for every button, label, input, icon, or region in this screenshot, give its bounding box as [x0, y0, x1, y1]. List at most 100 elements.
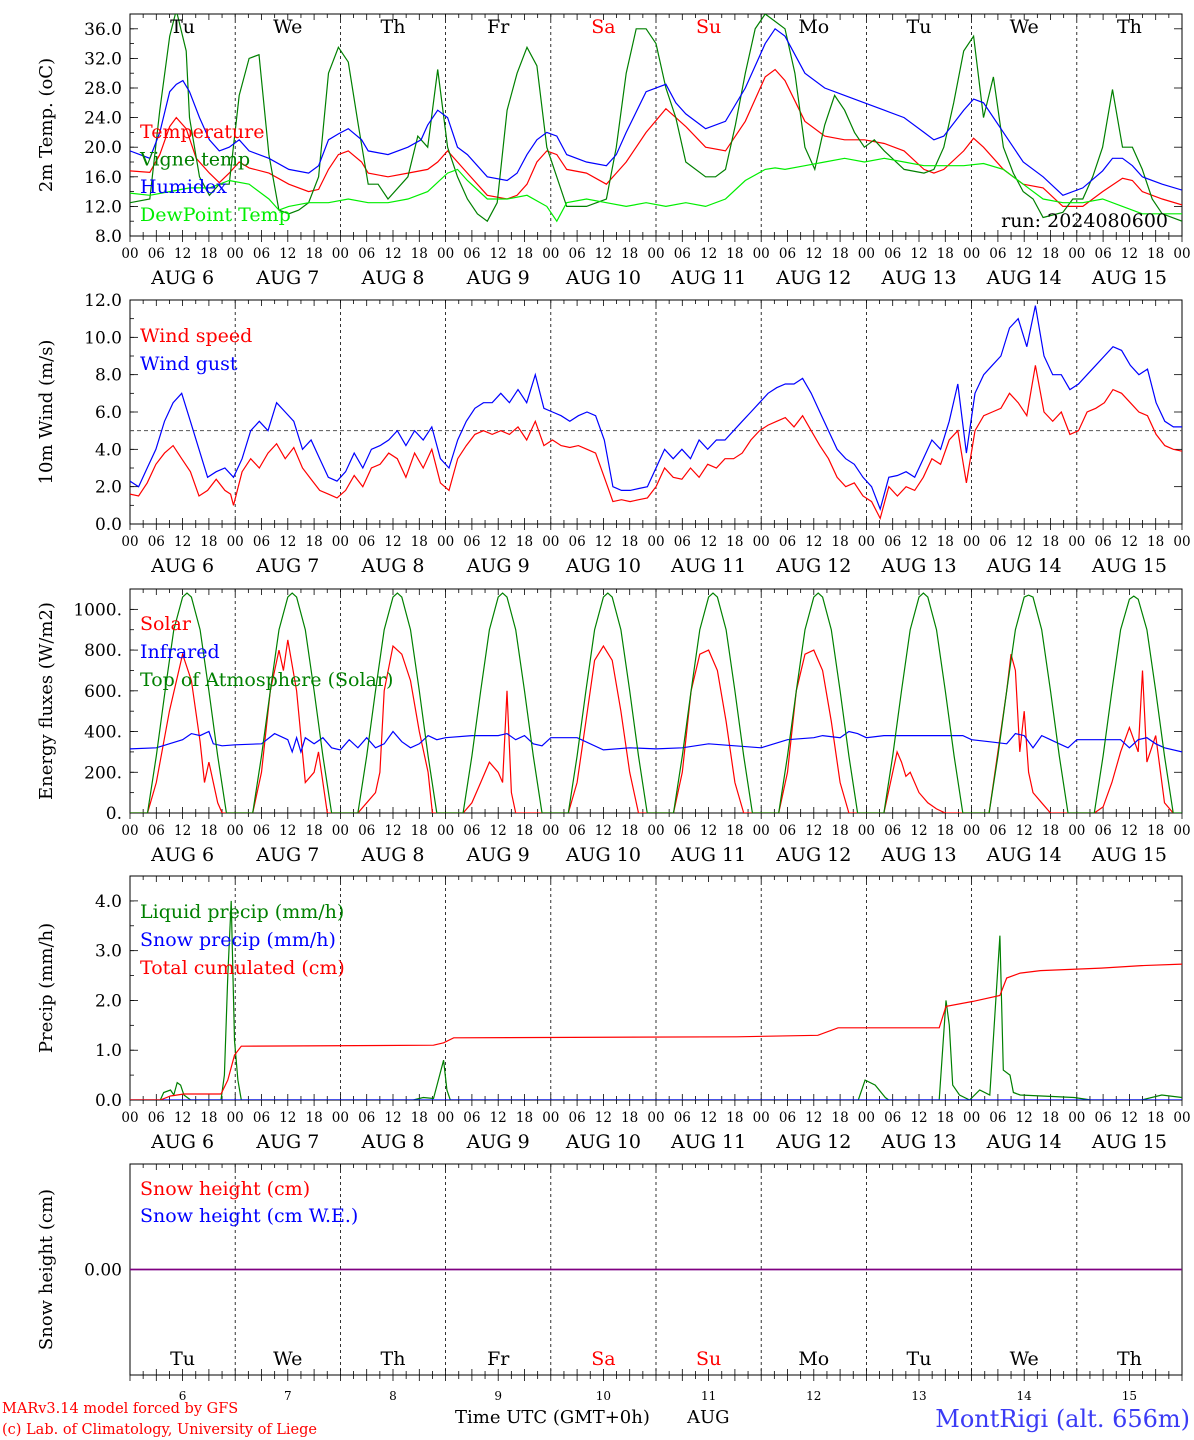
panel-3: 0. 200. 400. 600. 800. 1000. Energy fluxes (W/… [36, 588, 1191, 866]
panel-2: 0.0 2.0 4.0 6.0 8.0 10.0 12.0 10m Wind (m/s) Win… [36, 291, 1191, 577]
y-tick-label: 400. [84, 723, 122, 743]
hour-tick-label: 12 [805, 246, 822, 262]
hour-tick-label: 12 [700, 246, 717, 262]
weekday-label: Tu [907, 16, 932, 38]
hour-tick-label: 12 [174, 823, 191, 839]
hour-tick-label: 18 [937, 823, 954, 839]
y-tick-label: 6.0 [95, 403, 122, 423]
weekday-label: Tu [907, 1348, 932, 1370]
hour-tick-label: 18 [1042, 1110, 1059, 1126]
model-credit: MARv3.14 model forced by GFS [2, 1401, 238, 1417]
hour-tick-label: 00 [121, 246, 138, 262]
day-label: AUG 9 [466, 1131, 530, 1153]
day-number-label: 7 [284, 1389, 292, 1403]
hour-tick-label: 06 [463, 823, 480, 839]
hour-tick-label: 00 [647, 1110, 664, 1126]
hour-tick-label: 00 [858, 534, 875, 550]
day-label: AUG 11 [670, 555, 746, 577]
y-tick-label: 36.0 [84, 20, 122, 40]
hour-tick-label: 00 [753, 823, 770, 839]
y-tick-label: 4.0 [95, 892, 122, 912]
hour-tick-label: 18 [832, 246, 849, 262]
day-label: AUG 14 [986, 267, 1062, 289]
y-axis-label: 2m Temp. (oC) [36, 58, 57, 192]
hour-tick-label: 00 [542, 246, 559, 262]
hour-tick-label: 06 [358, 823, 375, 839]
series-line [130, 68, 1182, 207]
hour-tick-label: 06 [148, 246, 165, 262]
hour-tick-label: 18 [937, 534, 954, 550]
legend-entry: Top of Atmosphere (Solar) [140, 669, 393, 691]
hour-tick-label: 12 [1016, 246, 1033, 262]
hour-tick-label: 06 [253, 823, 270, 839]
hour-tick-label: 00 [753, 246, 770, 262]
hour-tick-label: 06 [253, 246, 270, 262]
y-tick-label: 10.0 [84, 328, 122, 348]
y-axis-label: Snow height (cm) [36, 1189, 57, 1350]
day-label: AUG 7 [255, 267, 319, 289]
legend-entry: Infrared [140, 641, 220, 663]
y-tick-label: 0.0 [95, 515, 122, 535]
hour-tick-label: 00 [227, 246, 244, 262]
day-number-label: 9 [494, 1389, 502, 1403]
weekday-label: Fr [487, 16, 510, 38]
hour-tick-label: 00 [1068, 246, 1085, 262]
lab-credit: (c) Lab. of Climatology, University of L… [2, 1422, 317, 1438]
hour-tick-label: 12 [805, 823, 822, 839]
hour-tick-label: 00 [753, 1110, 770, 1126]
hour-tick-label: 06 [989, 1110, 1006, 1126]
weekday-label: Su [696, 1348, 721, 1370]
legend-entry: Snow height (cm W.E.) [140, 1205, 358, 1227]
hour-tick-label: 06 [1095, 1110, 1112, 1126]
y-axis-label: 10m Wind (m/s) [36, 340, 57, 485]
day-label: AUG 13 [880, 844, 956, 866]
hour-tick-label: 00 [121, 534, 138, 550]
y-tick-label: 2.0 [95, 991, 122, 1011]
hour-tick-label: 12 [595, 246, 612, 262]
hour-tick-label: 12 [279, 246, 296, 262]
hour-tick-label: 12 [700, 534, 717, 550]
weekday-label: Mo [798, 16, 829, 38]
hour-tick-label: 00 [1173, 534, 1190, 550]
series-line [130, 963, 1182, 1100]
hour-tick-label: 18 [937, 1110, 954, 1126]
hour-tick-label: 12 [805, 1110, 822, 1126]
hour-tick-label: 18 [516, 1110, 533, 1126]
y-tick-label: 28.0 [84, 79, 122, 99]
hour-tick-label: 12 [805, 534, 822, 550]
series-line [130, 592, 1182, 813]
weekday-label: We [273, 16, 302, 38]
day-label: AUG 6 [150, 1131, 214, 1153]
hour-tick-label: 18 [411, 246, 428, 262]
day-label: AUG 9 [466, 267, 530, 289]
legend-entry: Wind speed [140, 325, 252, 347]
hour-tick-label: 12 [279, 823, 296, 839]
day-number-label: 6 [179, 1389, 187, 1403]
hour-tick-label: 18 [621, 823, 638, 839]
legend-entry: Humidex [140, 176, 227, 198]
hour-tick-label: 18 [516, 246, 533, 262]
hour-tick-label: 12 [1016, 534, 1033, 550]
hour-tick-label: 00 [1173, 1110, 1190, 1126]
hour-tick-label: 00 [1173, 246, 1190, 262]
hour-tick-label: 12 [910, 246, 927, 262]
hour-tick-label: 00 [1068, 534, 1085, 550]
hour-tick-label: 18 [200, 823, 217, 839]
day-label: AUG 14 [986, 844, 1062, 866]
day-number-label: 14 [1017, 1389, 1033, 1403]
weekday-label: We [1010, 1348, 1039, 1370]
hour-tick-label: 12 [384, 534, 401, 550]
y-tick-label: 600. [84, 682, 122, 702]
y-tick-label: 0. [106, 804, 122, 824]
hour-tick-label: 06 [569, 823, 586, 839]
hour-tick-label: 12 [1016, 1110, 1033, 1126]
hour-tick-label: 18 [306, 1110, 323, 1126]
hour-tick-label: 12 [384, 1110, 401, 1126]
hour-tick-label: 00 [647, 534, 664, 550]
weekday-label: Tu [170, 1348, 195, 1370]
hour-tick-label: 18 [1042, 823, 1059, 839]
hour-tick-label: 18 [1042, 534, 1059, 550]
hour-tick-label: 06 [989, 823, 1006, 839]
day-label: AUG 12 [775, 1131, 851, 1153]
